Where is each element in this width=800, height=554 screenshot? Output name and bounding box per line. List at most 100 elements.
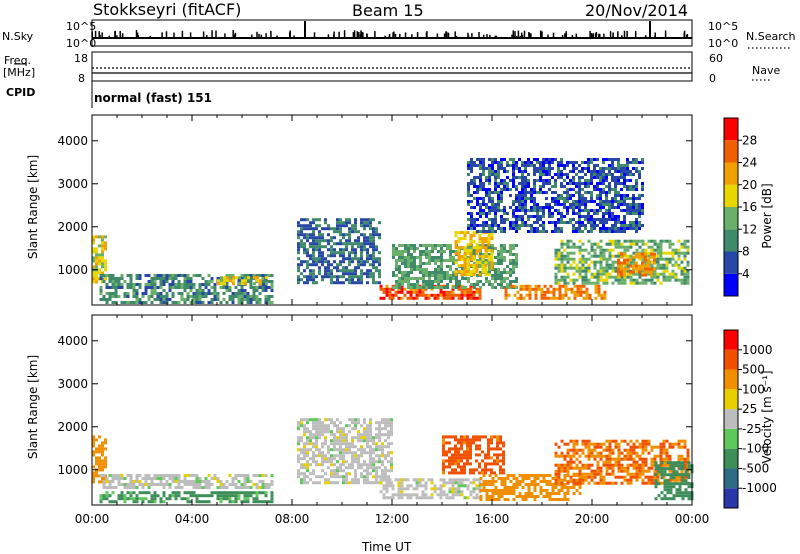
velocity-cell: [494, 492, 498, 495]
velocity-cell: [641, 469, 645, 473]
velocity-cell: [641, 466, 645, 470]
power-cell: [552, 290, 556, 294]
power-cell: [479, 209, 482, 212]
power-cell: [602, 215, 605, 218]
power-cell: [662, 272, 666, 276]
power-cell: [569, 263, 573, 267]
power-cell: [557, 266, 561, 270]
power-cell: [425, 283, 428, 286]
velocity-cell: [129, 474, 133, 477]
power-cell: [656, 245, 660, 249]
power-cell: [506, 212, 509, 215]
power-cell: [575, 161, 578, 164]
power-cell: [680, 269, 684, 273]
power-cell: [572, 209, 575, 212]
velocity-cell: [99, 474, 103, 477]
power-cell: [475, 287, 479, 291]
power-cell: [413, 268, 416, 271]
power-cell: [101, 250, 104, 254]
power-cell: [240, 277, 244, 280]
power-cell: [671, 272, 675, 276]
power-cell: [446, 265, 449, 268]
power-cell: [413, 286, 416, 289]
velocity-cell: [533, 480, 537, 483]
power-cell: [201, 277, 205, 280]
power-cell: [647, 270, 650, 274]
power-cell: [578, 191, 581, 194]
velocity-cell: [95, 456, 98, 460]
power-cell: [336, 227, 339, 231]
velocity-cell: [354, 460, 357, 464]
power-cell: [261, 277, 265, 280]
velocity-cell: [321, 457, 324, 461]
power-cell: [342, 224, 345, 228]
velocity-cell: [596, 469, 600, 473]
power-cell: [581, 260, 585, 264]
velocity-cell: [397, 478, 401, 482]
power-cell: [653, 252, 656, 256]
power-cell: [219, 286, 223, 289]
power-cell: [482, 283, 485, 286]
power-cell: [509, 244, 512, 247]
power-cell: [602, 251, 606, 255]
station-title: Stokkseyri (fitACF): [93, 0, 242, 19]
velocity-cell: [527, 477, 531, 480]
velocity-cell: [566, 460, 570, 464]
power-cell: [683, 245, 687, 249]
power-cell: [573, 290, 577, 294]
power-cell: [653, 239, 657, 243]
velocity-cell: [448, 471, 451, 475]
power-cell: [569, 257, 573, 261]
velocity-cell: [602, 442, 606, 446]
power-cell: [494, 247, 497, 250]
velocity-cell: [321, 460, 324, 464]
power-cell: [504, 293, 508, 297]
velocity-cell: [454, 444, 457, 448]
velocity-cell: [569, 439, 573, 443]
power-cell: [611, 227, 614, 230]
power-cell: [98, 268, 101, 272]
power-cell: [635, 248, 639, 252]
velocity-cell: [375, 445, 378, 449]
power-cell: [312, 248, 315, 252]
power-cell: [403, 287, 407, 291]
velocity-cell: [210, 477, 214, 480]
power-cell: [267, 298, 271, 301]
power-cell: [360, 245, 363, 249]
power-cell: [147, 286, 151, 289]
power-cell: [515, 221, 518, 224]
velocity-cell: [216, 477, 220, 480]
power-cell: [638, 227, 641, 230]
power-cell: [572, 242, 576, 246]
power-cell: [518, 224, 521, 227]
power-cell: [602, 227, 605, 230]
velocity-cell: [327, 418, 330, 422]
velocity-cell: [378, 436, 381, 440]
power-cell: [494, 277, 497, 280]
velocity-cell: [342, 475, 345, 479]
power-cell: [99, 289, 103, 292]
velocity-cell: [499, 471, 502, 475]
velocity-cell: [339, 433, 342, 437]
power-cell: [488, 194, 491, 197]
power-cell: [593, 167, 596, 170]
cpid-value: normal (fast) 151: [94, 91, 212, 105]
velocity-cell: [366, 481, 369, 485]
power-cell: [578, 230, 581, 233]
power-cell: [557, 248, 561, 252]
power-cell: [400, 290, 404, 294]
velocity-cell: [201, 480, 205, 483]
power-cell: [611, 224, 614, 227]
power-cell: [599, 176, 602, 179]
power-cell: [518, 182, 521, 185]
power-cell: [554, 179, 557, 182]
velocity-cell: [557, 454, 561, 458]
power-cell: [105, 298, 109, 301]
velocity-cell: [375, 421, 378, 425]
power-cell: [473, 224, 476, 227]
velocity-cell: [460, 468, 463, 472]
power-cell: [554, 191, 557, 194]
velocity-cell: [321, 469, 324, 473]
power-cell: [588, 296, 592, 300]
velocity-cell: [372, 475, 375, 479]
